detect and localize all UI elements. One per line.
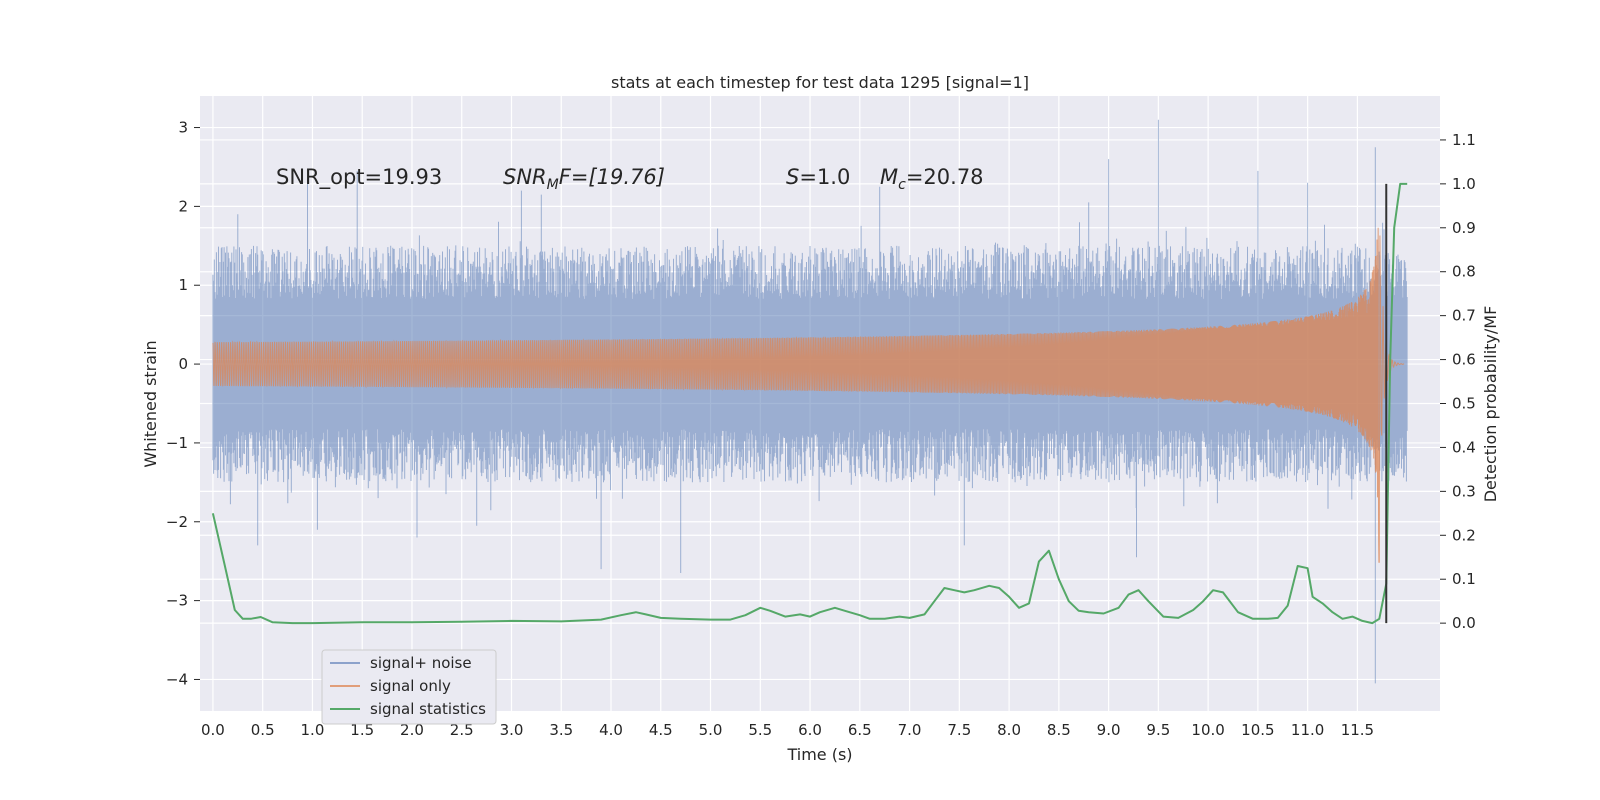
x-tick-label: 5.5 [748,721,772,739]
x-tick-label: 9.0 [1097,721,1121,739]
annotation-s-value: =1.0 [799,165,850,189]
x-tick-label: 10.0 [1191,721,1224,739]
x-tick-label: 6.0 [798,721,822,739]
annotation-s-var: S [786,165,799,189]
x-tick-label: 7.5 [947,721,971,739]
x-axis-label: Time (s) [786,745,852,764]
x-tick-label: 2.5 [450,721,474,739]
x-tick-label: 3.5 [549,721,573,739]
y2-tick-label: 0.5 [1452,395,1476,413]
y2-tick-label: 0.2 [1452,526,1476,544]
y-tick-label: −3 [166,592,188,610]
legend-label-signal-only: signal only [370,677,451,695]
y2-tick-label: 0.1 [1452,570,1476,588]
signal-only-line [212,227,1405,563]
y-axis-label: Whitened strain [141,340,160,467]
annotation-snr-mf-rest: F=[19.76] [559,165,665,189]
annotation-mc-sub: c [898,177,906,193]
y-tick-label: −2 [166,513,188,531]
y-tick-label: 0 [178,355,188,373]
annotation-mc-value: =20.78 [906,165,984,189]
x-tick-label: 6.5 [848,721,872,739]
annotation-s: S=1.0 [786,165,850,189]
y2-tick-label: 0.3 [1452,482,1476,500]
x-tick-label: 2.0 [400,721,424,739]
x-tick-label: 11.0 [1291,721,1324,739]
y-tick-label: 1 [178,276,188,294]
legend-label-signal-noise: signal+ noise [370,654,472,672]
y2-axis-ticks: 0.0 0.1 0.2 0.3 0.4 0.5 0.6 0.7 0.8 0.9 1.0 1.1 [1440,131,1476,632]
y-tick-label: 2 [178,197,188,215]
x-tick-label: 4.0 [599,721,623,739]
x-tick-label: 10.5 [1241,721,1274,739]
signal-statistics-line [211,182,1408,625]
x-tick-label: 1.5 [350,721,374,739]
x-tick-label: 3.0 [500,721,524,739]
y2-tick-label: 0.0 [1452,614,1476,632]
legend-label-signal-statistics: signal statistics [370,700,486,718]
x-tick-label: 11.5 [1341,721,1374,739]
annotation-snr-mf: SNRMF=[19.76] [503,165,665,193]
x-tick-label: 4.5 [649,721,673,739]
annotation-snr-mf-sub: M [547,177,559,193]
y2-tick-label: 1.0 [1452,175,1476,193]
x-tick-label: 0.0 [201,721,225,739]
y-axis-ticks: −4 −3 −2 −1 0 1 2 3 [166,119,200,688]
y2-tick-label: 1.1 [1452,131,1476,149]
y2-tick-label: 0.4 [1452,438,1476,456]
signal-statistics-series [211,182,1408,625]
annotation-mc-var: M [880,165,898,189]
chart-title: stats at each timestep for test data 129… [611,73,1029,92]
x-tick-label: 8.0 [997,721,1021,739]
y-tick-label: −1 [166,434,188,452]
y2-tick-label: 0.6 [1452,351,1476,369]
signal-only-series [212,227,1405,563]
legend-box [321,649,497,725]
x-tick-label: 5.0 [699,721,723,739]
annotation-snr-opt: SNR_opt=19.93 [276,165,442,190]
y2-tick-label: 0.9 [1452,219,1476,237]
y2-tick-label: 0.8 [1452,263,1476,281]
y-tick-label: 3 [178,119,188,137]
legend: signal+ noise signal only signal statist… [321,649,497,725]
y-tick-label: −4 [166,670,188,688]
y2-axis-label: Detection probability/MF [1481,306,1500,503]
x-tick-label: 9.5 [1146,721,1170,739]
x-tick-label: 0.5 [251,721,275,739]
x-tick-label: 8.5 [1047,721,1071,739]
x-axis-ticks: 0.0 0.5 1.0 1.5 2.0 2.5 3.0 3.5 4.0 4.5 5.0 5.5 6.0 6… [201,721,1374,739]
x-tick-label: 1.0 [301,721,325,739]
annotation-snr-mf-base: SNR [503,165,547,189]
annotation-mc: Mc=20.78 [880,165,984,193]
x-tick-label: 7.0 [898,721,922,739]
y2-tick-label: 0.7 [1452,307,1476,325]
